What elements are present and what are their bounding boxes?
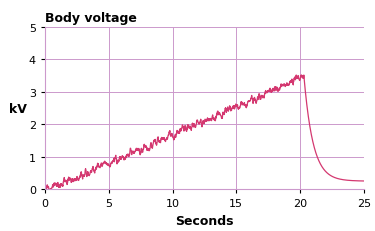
Text: Body voltage: Body voltage [45,12,137,25]
X-axis label: Seconds: Seconds [175,214,234,227]
Y-axis label: kV: kV [9,102,27,115]
